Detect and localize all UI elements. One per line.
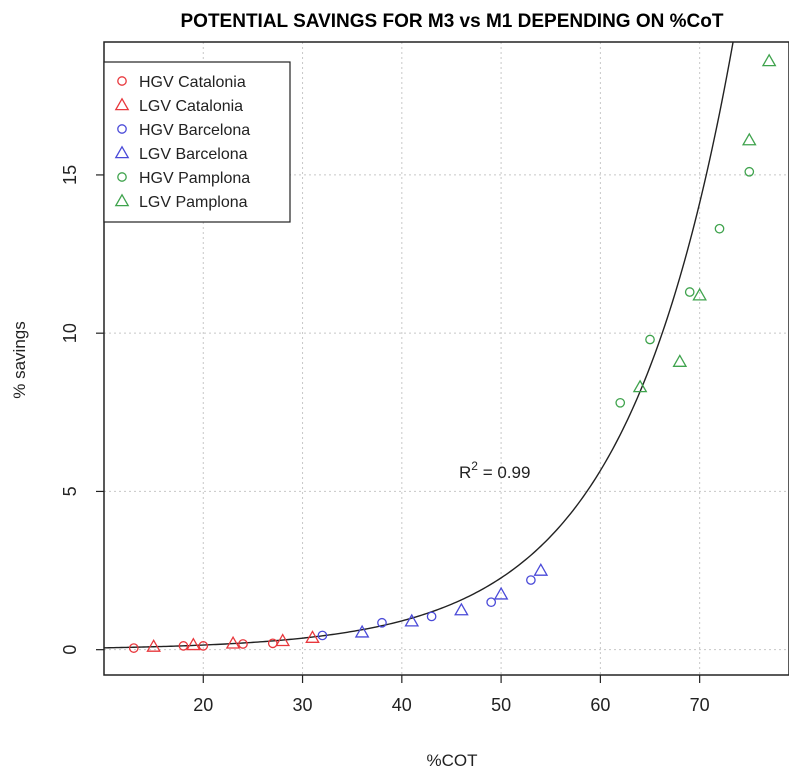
series-lgv-pamplona bbox=[632, 53, 777, 393]
x-tick-label: 50 bbox=[491, 695, 511, 715]
series-hgv-barcelona bbox=[317, 575, 536, 641]
data-point bbox=[672, 354, 688, 367]
data-point bbox=[454, 602, 469, 616]
data-point bbox=[275, 633, 291, 647]
data-point bbox=[632, 379, 648, 393]
y-tick-label: 5 bbox=[60, 486, 80, 496]
x-axis-ticks: 20 30 40 50 60 70 bbox=[193, 675, 710, 715]
series-hgv-pamplona bbox=[615, 166, 755, 408]
data-point bbox=[645, 334, 655, 345]
data-point bbox=[305, 630, 320, 643]
series-lgv-catalonia bbox=[146, 630, 320, 652]
fit-curve-layer bbox=[103, 41, 734, 649]
x-tick-label: 70 bbox=[690, 695, 710, 715]
grid bbox=[104, 42, 789, 675]
x-tick-label: 30 bbox=[293, 695, 313, 715]
data-point bbox=[493, 586, 509, 600]
x-tick-label: 60 bbox=[590, 695, 610, 715]
legend-label: LGV Catalonia bbox=[139, 98, 243, 115]
x-tick-label: 40 bbox=[392, 695, 412, 715]
data-point bbox=[615, 397, 626, 408]
data-point bbox=[317, 630, 328, 641]
y-axis-ticks: 0 5 10 15 bbox=[60, 165, 104, 655]
legend-label: HGV Catalonia bbox=[139, 74, 246, 91]
fit-curve bbox=[103, 41, 734, 649]
x-tick-label: 20 bbox=[193, 695, 213, 715]
legend-marker bbox=[117, 124, 127, 134]
y-axis-label: % savings bbox=[10, 321, 29, 398]
legend-box bbox=[103, 61, 291, 223]
data-point bbox=[741, 132, 757, 146]
y-tick-label: 0 bbox=[60, 645, 80, 655]
data-point bbox=[238, 639, 248, 649]
data-point bbox=[377, 617, 387, 628]
series-lgv-barcelona bbox=[354, 563, 549, 638]
data-point bbox=[404, 613, 420, 627]
data-point bbox=[684, 287, 695, 297]
legend-marker bbox=[117, 172, 127, 182]
data-point bbox=[225, 635, 241, 649]
data-point bbox=[692, 287, 707, 301]
plot-frame bbox=[103, 41, 789, 676]
y-tick-label: 10 bbox=[60, 323, 80, 343]
data-point bbox=[744, 166, 755, 177]
data-point bbox=[526, 575, 536, 585]
data-point bbox=[533, 563, 549, 576]
data-point bbox=[486, 597, 497, 608]
data-point bbox=[426, 611, 437, 622]
data-point bbox=[198, 641, 209, 651]
legend-label: LGV Barcelona bbox=[139, 146, 248, 163]
data-point bbox=[714, 223, 725, 234]
legend-label: HGV Barcelona bbox=[139, 122, 250, 139]
chart-title: POTENTIAL SAVINGS FOR M3 vs M1 DEPENDING… bbox=[181, 11, 724, 32]
data-point bbox=[146, 639, 161, 652]
data-point bbox=[178, 641, 189, 651]
data-point bbox=[354, 624, 370, 638]
data-point bbox=[761, 53, 777, 67]
legend-label: LGV Pamplona bbox=[139, 194, 248, 211]
legend-marker bbox=[117, 76, 127, 86]
legend-label: HGV Pamplona bbox=[139, 170, 250, 187]
legend-marker bbox=[114, 97, 130, 111]
x-axis-label: %COT bbox=[427, 751, 478, 769]
r-squared-annotation: R2 = 0.99 bbox=[459, 459, 530, 482]
data-point bbox=[128, 643, 139, 653]
data-point bbox=[186, 637, 201, 651]
y-tick-label: 15 bbox=[60, 165, 80, 185]
series-hgv-catalonia bbox=[128, 638, 278, 653]
legend-marker bbox=[114, 193, 130, 207]
legend: HGV Catalonia LGV Catalonia HGV Barcelona L… bbox=[103, 61, 291, 223]
legend-marker bbox=[114, 145, 130, 159]
data-points bbox=[128, 53, 777, 653]
